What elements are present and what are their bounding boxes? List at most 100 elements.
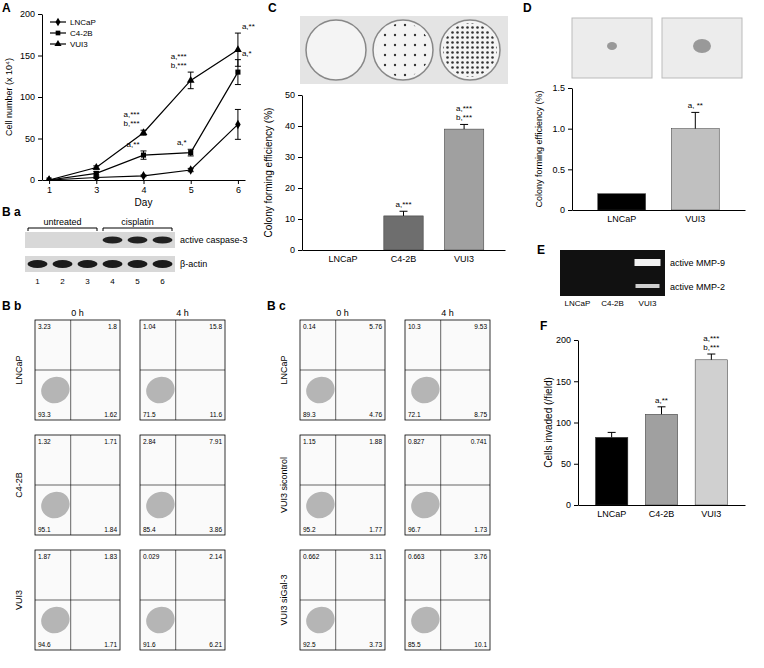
quadrant-value: 92.5	[303, 641, 316, 648]
tick-label: VUI3	[454, 254, 474, 264]
tick-label: 6	[236, 185, 241, 195]
plot-frame	[140, 435, 225, 535]
y-tick: 1.0	[552, 124, 572, 134]
y-axis-title: Cells invaded (/field)	[543, 377, 554, 468]
group-bracket	[103, 228, 172, 231]
group-label: cisplatin	[121, 217, 154, 227]
gate-line	[405, 600, 490, 601]
lane-label: 4	[110, 277, 115, 286]
y-tick: 100	[20, 92, 42, 102]
plot-frame	[35, 550, 120, 650]
cell-cloud	[37, 372, 74, 408]
annotation: b,***	[171, 61, 187, 70]
y-axis-title: Cell number (x 10⁴)	[4, 58, 14, 136]
tick-mark	[191, 180, 192, 184]
quadrant-value: 1.62	[104, 411, 117, 418]
legend-label: VUI3	[70, 40, 88, 49]
quadrant-value: 0.827	[408, 438, 425, 445]
quadrant-value: 1.04	[143, 323, 156, 330]
tick-label: 0	[30, 175, 35, 185]
quadrant-value: 91.6	[143, 641, 156, 648]
flow-plot: 1.871.8394.61.71	[35, 550, 120, 650]
blot-strip	[25, 256, 175, 272]
band	[78, 260, 98, 268]
band	[636, 284, 660, 288]
y-tick: 20	[285, 183, 302, 193]
quadrant-value: 3.73	[369, 641, 382, 648]
annotation: a,***	[395, 200, 411, 209]
tick-mark	[568, 210, 572, 211]
y-tick: 50	[25, 134, 42, 144]
tick-label: 20	[285, 183, 295, 193]
gate-line	[35, 370, 120, 371]
group-bracket	[28, 228, 97, 231]
tick-label: 3	[94, 185, 99, 195]
tick-label: 100	[20, 92, 35, 102]
y-tick: 200	[20, 9, 42, 19]
marker	[188, 165, 193, 174]
x-tick: 5	[189, 180, 194, 195]
x-tick: LNCaP	[328, 250, 357, 264]
lane-label: 1	[35, 277, 40, 286]
band-label: active MMP-2	[670, 282, 725, 292]
flow-plot: 0.0292.1491.66.21	[140, 550, 225, 650]
quadrant-value: 1.15	[303, 438, 316, 445]
row-label: VUI3 siGal-3	[279, 574, 289, 625]
y-tick: 0	[566, 500, 578, 510]
marker	[188, 150, 193, 155]
quadrant-value: 71.5	[143, 411, 156, 418]
y-tick: 150	[20, 51, 42, 61]
tick-label: 50	[25, 134, 35, 144]
row-label: LNCaP	[279, 355, 289, 384]
plot-frame	[35, 435, 120, 535]
plot-area	[384, 124, 484, 250]
annotation: b,***	[703, 343, 719, 352]
annotation: a,**	[127, 140, 140, 149]
marker	[235, 70, 240, 75]
tick-label: 30	[285, 152, 295, 162]
quadrant-value: 8.75	[474, 411, 487, 418]
flow-plot: 0.6633.7685.510.1	[405, 550, 490, 650]
group-label: untreated	[43, 217, 81, 227]
x-axis: 13456	[43, 180, 246, 195]
quadrant-value: 2.14	[209, 553, 222, 560]
tick-mark	[568, 88, 572, 89]
band-label: β-actin	[180, 259, 207, 269]
panel-label: B c	[267, 299, 286, 313]
tick-label: VUI3	[701, 509, 721, 519]
figure-svg: 05010015020013456DayCell number (x 10⁴)a…	[0, 0, 764, 668]
panel-label: E	[537, 243, 545, 257]
tick-mark	[298, 126, 302, 127]
plot-frame	[405, 550, 490, 650]
cell-cloud	[407, 487, 444, 523]
soft-agar-photo	[572, 18, 742, 78]
legend-marker	[56, 31, 61, 36]
axis-line	[42, 15, 43, 181]
cell-cloud	[407, 372, 444, 408]
tick-label: 0	[560, 205, 565, 215]
y-axis: 0 50 100 150 200	[20, 9, 43, 185]
marker	[234, 45, 242, 52]
gate-line	[140, 485, 225, 486]
panel-label: B b	[2, 299, 21, 313]
row-label: C4-2B	[14, 472, 24, 498]
column-label: 0 h	[336, 308, 349, 318]
band-label: active MMP-9	[670, 258, 725, 268]
axis-line	[579, 505, 746, 506]
x-axis: LNCaPC4-2BVUI3	[303, 250, 506, 264]
error-bar	[658, 407, 666, 414]
cell-cloud	[302, 487, 339, 523]
y-axis-title: Colony forming efficiency (%)	[263, 108, 274, 238]
flow-plot: 0.145.7689.34.76	[300, 320, 385, 420]
x-tick: 6	[236, 180, 241, 195]
quadrant-value: 1.87	[38, 553, 51, 560]
quadrant-value: 10.1	[474, 641, 487, 648]
tick-label: 200	[20, 9, 35, 19]
flow-plot: 0.6623.1192.53.73	[300, 550, 385, 650]
x-tick: VUI3	[701, 505, 721, 519]
annotation: a, **	[688, 101, 703, 110]
tick-mark	[568, 169, 572, 170]
y-axis-title: Colony forming efficiency (%)	[534, 91, 544, 208]
gate-line	[35, 600, 120, 601]
cell-cloud	[302, 372, 339, 408]
